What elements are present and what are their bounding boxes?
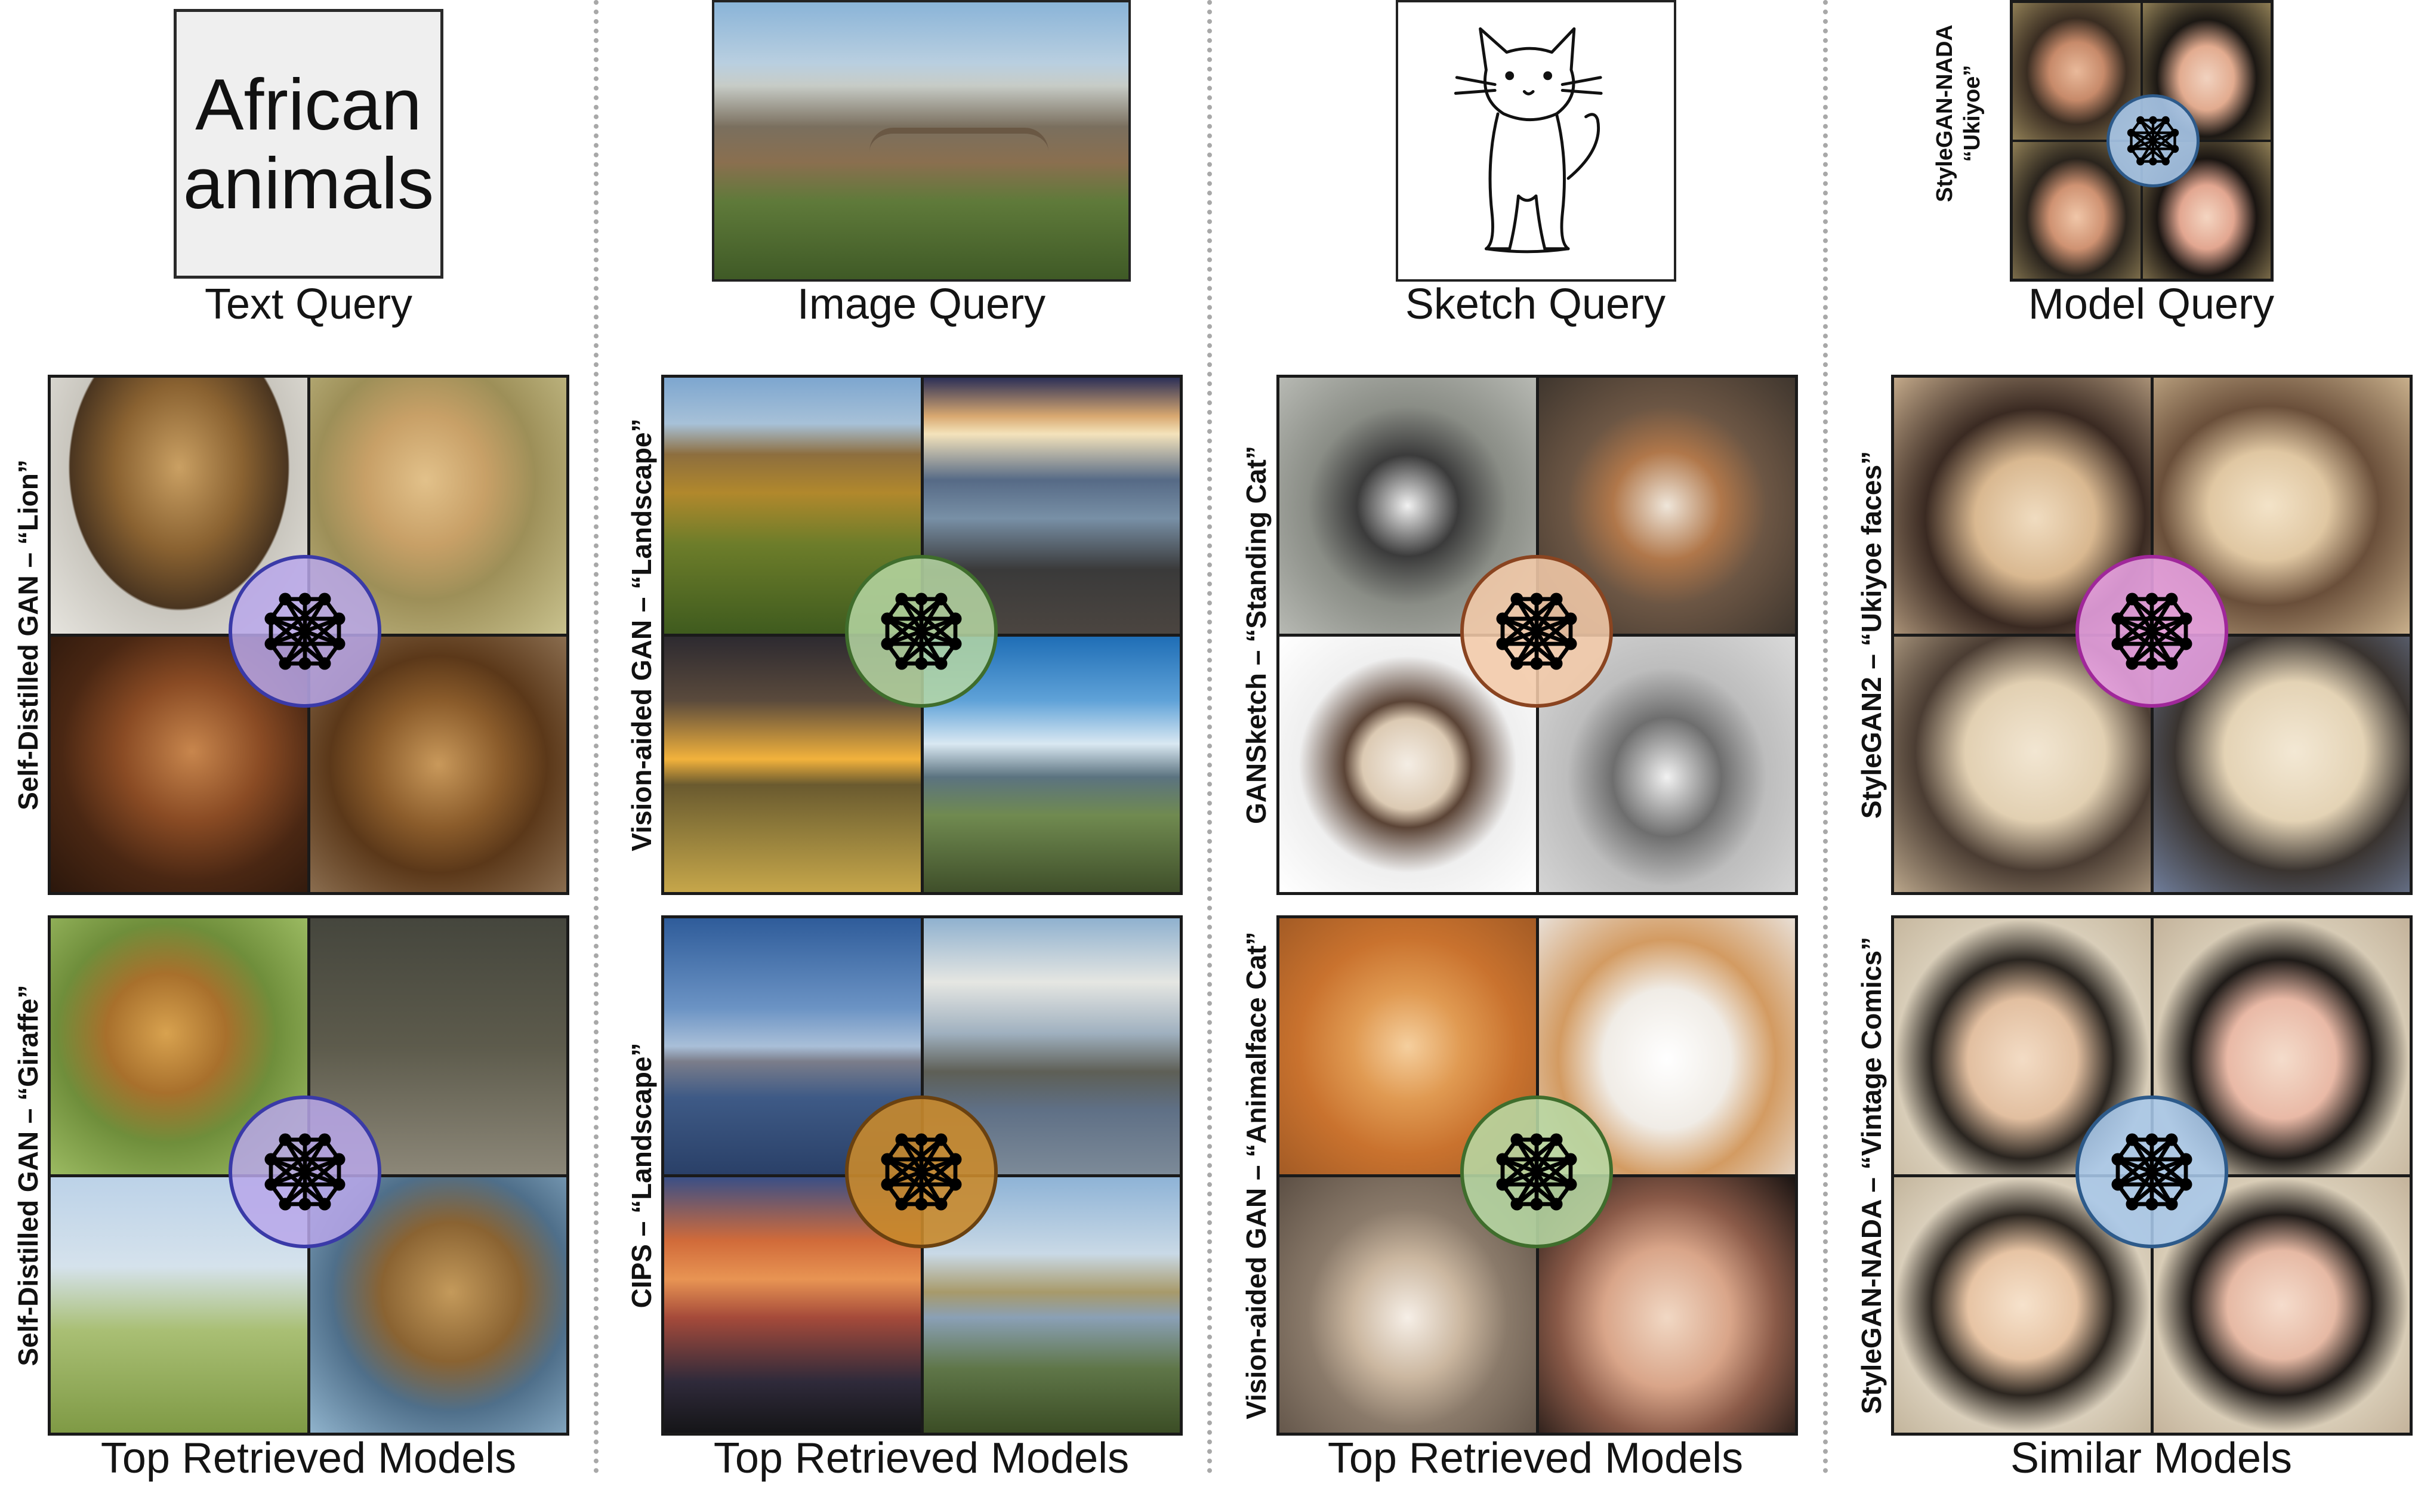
column-divider-2 xyxy=(1207,0,1212,1474)
image-query-thumbnail xyxy=(712,0,1131,282)
model-label-c2-top: Vision-aided GAN – “Landscape” xyxy=(626,418,657,851)
model-label-c3-top: GANSketch – “Standing Cat” xyxy=(1241,446,1272,824)
text-query-box: African animals xyxy=(174,9,443,279)
neural-network-icon xyxy=(264,1133,346,1211)
neural-network-icon xyxy=(1496,593,1577,670)
column-divider-1 xyxy=(594,0,599,1474)
text-query-label: Text Query xyxy=(204,280,413,328)
neural-network-icon xyxy=(881,593,962,670)
neural-network-icon xyxy=(1496,1133,1577,1211)
model-badge-c2-bottom xyxy=(845,1096,998,1248)
neural-network-icon xyxy=(881,1133,962,1211)
model-badge-c3-bottom xyxy=(1460,1096,1613,1248)
model-badge-c4-bottom xyxy=(2075,1096,2228,1248)
model-query-label: Model Query xyxy=(2028,280,2275,328)
model-badge-c1-bottom xyxy=(229,1096,381,1248)
model-label-c4-top: StyleGAN2 – “Ukiyoe faces” xyxy=(1856,450,1887,819)
model-query-grid xyxy=(2010,0,2274,282)
sketch-query-label: Sketch Query xyxy=(1405,280,1666,328)
neural-network-icon xyxy=(264,593,346,670)
model-badge-c4-top xyxy=(2075,555,2228,708)
bottom-label-col1: Top Retrieved Models xyxy=(100,1434,517,1482)
model-badge-c3-top xyxy=(1460,555,1613,708)
bottom-label-col2: Top Retrieved Models xyxy=(713,1434,1130,1482)
text-query-content: African animals xyxy=(183,64,434,224)
neural-network-icon xyxy=(2127,116,2179,166)
model-label-c4-bottom: StyleGAN-NADA – “Vintage Comics” xyxy=(1856,936,1887,1415)
column-divider-3 xyxy=(1823,0,1828,1474)
cat-sketch-icon xyxy=(1454,27,1603,254)
bottom-label-col4: Similar Models xyxy=(2010,1434,2293,1482)
model-badge-c2-top xyxy=(845,555,998,708)
model-query-name-label: StyleGAN-NADA “Ukiyoe” xyxy=(1931,24,2003,203)
model-label-c3-bottom: Vision-aided GAN – “Animalface Cat” xyxy=(1241,931,1272,1420)
model-label-c2-bottom: CIPS – “Landscape” xyxy=(626,1042,657,1309)
neural-network-icon xyxy=(2111,1133,2192,1211)
model-query-badge xyxy=(2106,94,2200,187)
model-badge-c1-top xyxy=(229,555,381,708)
bottom-label-col3: Top Retrieved Models xyxy=(1327,1434,1744,1482)
model-label-c1-bottom: Self-Distilled GAN – “Giraffe” xyxy=(13,985,44,1366)
image-query-label: Image Query xyxy=(797,280,1046,328)
neural-network-icon xyxy=(2111,593,2192,670)
model-label-c1-top: Self-Distilled GAN – “Lion” xyxy=(13,459,44,810)
sketch-query-thumbnail xyxy=(1396,0,1676,282)
model-query-name: StyleGAN-NADA xyxy=(1932,24,1957,202)
image-query-rock-arch xyxy=(869,128,1048,152)
model-query-style: “Ukiyoe” xyxy=(1960,64,1985,162)
